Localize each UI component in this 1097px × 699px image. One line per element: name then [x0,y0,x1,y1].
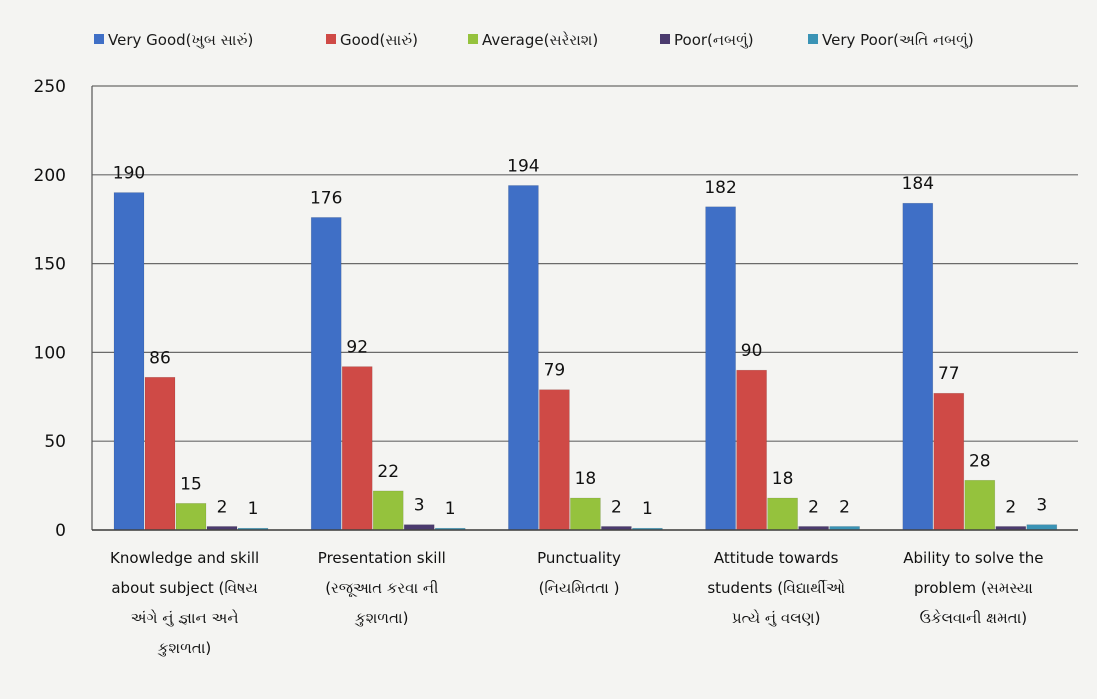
data-label: 3 [414,496,425,516]
bar [1026,524,1058,531]
bar [736,369,767,531]
legend-swatch [94,34,104,44]
data-label: 2 [1005,497,1016,517]
data-label: 92 [346,338,368,358]
y-tick-label: 50 [44,432,66,452]
bar [175,503,207,531]
y-tick-label: 100 [34,343,66,363]
legend-swatch [808,34,818,44]
y-tick-label: 150 [34,255,66,275]
bar [705,206,736,531]
bar [570,497,601,531]
bars [113,185,1058,531]
data-label: 1 [642,499,653,519]
legend-swatch [660,34,670,44]
bar [539,389,570,531]
y-tick-label: 200 [34,166,66,186]
bar [767,497,798,531]
data-label: 18 [772,469,794,489]
data-label: 1 [248,499,259,519]
data-label: 77 [938,364,960,384]
legend: Very Good(ખુબ સારું) Good(સારું) Average(સ… [94,31,974,49]
data-label: 176 [310,188,342,208]
data-label: 190 [113,164,145,184]
legend-swatch [468,34,478,44]
category-label: Knowledge and skill about subject (વિષય અં… [110,549,259,657]
category-label: Punctuality (નિયમિતતા ) [537,549,621,597]
y-tick-label: 250 [34,77,66,97]
category-label: Presentation skill (રજૂઆત કરવા ની કુશળતા) [318,549,446,627]
data-label: 79 [544,361,566,381]
data-label: 3 [1036,496,1047,516]
data-label: 184 [902,174,934,194]
bar [113,192,145,531]
bar [403,524,435,531]
data-label: 28 [969,451,991,471]
category-label: Attitude towards students (વિદ્યાર્થીઓ પ્ર… [707,549,845,627]
bar [310,217,342,531]
legend-label: Good(સારું) [340,31,418,49]
data-label: 1 [445,499,456,519]
data-label: 18 [575,469,597,489]
bar [933,392,965,531]
bar [508,185,539,531]
data-label: 2 [808,497,819,517]
data-label: 194 [507,156,539,176]
x-axis: Knowledge and skill about subject (વિષય અં… [92,529,1078,657]
legend-swatch [326,34,336,44]
bar [144,376,176,531]
legend-label: Poor(નબળું) [674,31,754,49]
data-label: 22 [377,462,399,482]
bar [902,202,934,531]
y-axis: 0 50 100 150 200 250 [34,77,93,541]
legend-label: Average(સરેરાશ) [482,31,598,49]
data-label: 86 [149,348,171,368]
data-label: 182 [704,178,736,198]
bar [341,366,373,531]
category-label: Ability to solve the problem (સમસ્યા ઉકેલવ… [903,549,1043,627]
data-label: 2 [839,497,850,517]
y-tick-label: 0 [55,521,66,541]
data-label: 15 [180,474,202,494]
legend-label: Very Good(ખુબ સારું) [108,31,253,49]
data-label: 2 [217,497,228,517]
data-label: 90 [741,341,763,361]
legend-label: Very Poor(અતિ નબળું) [822,31,974,49]
bar [964,479,996,531]
bar [372,490,404,531]
data-label: 2 [611,497,622,517]
